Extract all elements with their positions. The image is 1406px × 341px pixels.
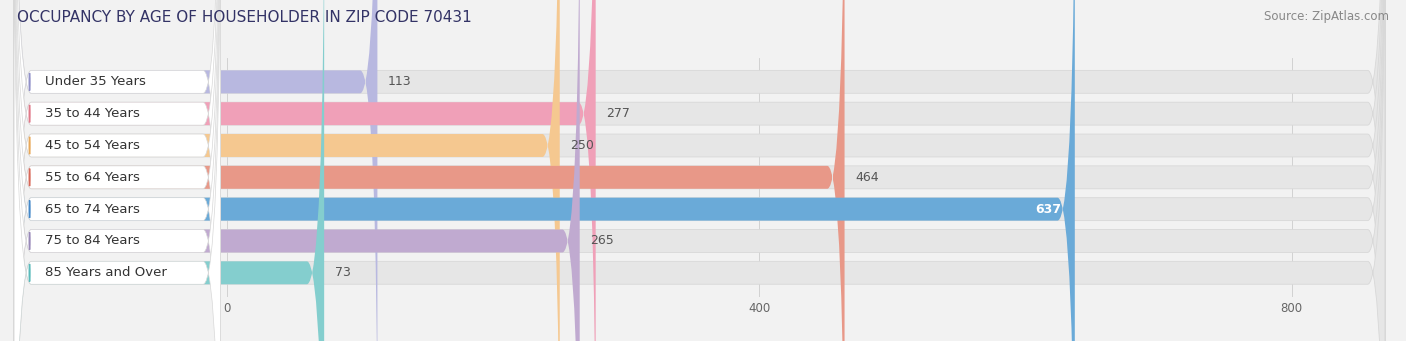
FancyBboxPatch shape — [14, 0, 221, 341]
Text: Under 35 Years: Under 35 Years — [45, 75, 146, 88]
Text: 55 to 64 Years: 55 to 64 Years — [45, 171, 141, 184]
Text: 265: 265 — [591, 235, 614, 248]
Text: 113: 113 — [388, 75, 412, 88]
FancyBboxPatch shape — [14, 0, 560, 341]
FancyBboxPatch shape — [14, 0, 221, 341]
Text: OCCUPANCY BY AGE OF HOUSEHOLDER IN ZIP CODE 70431: OCCUPANCY BY AGE OF HOUSEHOLDER IN ZIP C… — [17, 10, 471, 25]
FancyBboxPatch shape — [14, 0, 221, 341]
FancyBboxPatch shape — [14, 0, 377, 341]
FancyBboxPatch shape — [14, 0, 1074, 341]
FancyBboxPatch shape — [14, 0, 221, 341]
Text: 85 Years and Over: 85 Years and Over — [45, 266, 167, 279]
FancyBboxPatch shape — [14, 0, 1385, 341]
Text: 250: 250 — [571, 139, 595, 152]
Text: 464: 464 — [855, 171, 879, 184]
FancyBboxPatch shape — [14, 0, 845, 341]
Text: 637: 637 — [1035, 203, 1062, 216]
FancyBboxPatch shape — [14, 0, 325, 341]
FancyBboxPatch shape — [14, 0, 1385, 341]
FancyBboxPatch shape — [14, 0, 596, 341]
Text: 65 to 74 Years: 65 to 74 Years — [45, 203, 141, 216]
FancyBboxPatch shape — [14, 0, 221, 341]
Text: 45 to 54 Years: 45 to 54 Years — [45, 139, 141, 152]
Text: 277: 277 — [606, 107, 630, 120]
FancyBboxPatch shape — [14, 0, 221, 341]
Text: Source: ZipAtlas.com: Source: ZipAtlas.com — [1264, 10, 1389, 23]
FancyBboxPatch shape — [14, 0, 579, 341]
FancyBboxPatch shape — [14, 0, 1385, 341]
FancyBboxPatch shape — [14, 0, 1385, 341]
Text: 73: 73 — [335, 266, 350, 279]
Text: 75 to 84 Years: 75 to 84 Years — [45, 235, 141, 248]
FancyBboxPatch shape — [14, 0, 1385, 341]
FancyBboxPatch shape — [14, 0, 1385, 341]
FancyBboxPatch shape — [14, 0, 1385, 341]
Text: 35 to 44 Years: 35 to 44 Years — [45, 107, 141, 120]
FancyBboxPatch shape — [14, 0, 221, 341]
